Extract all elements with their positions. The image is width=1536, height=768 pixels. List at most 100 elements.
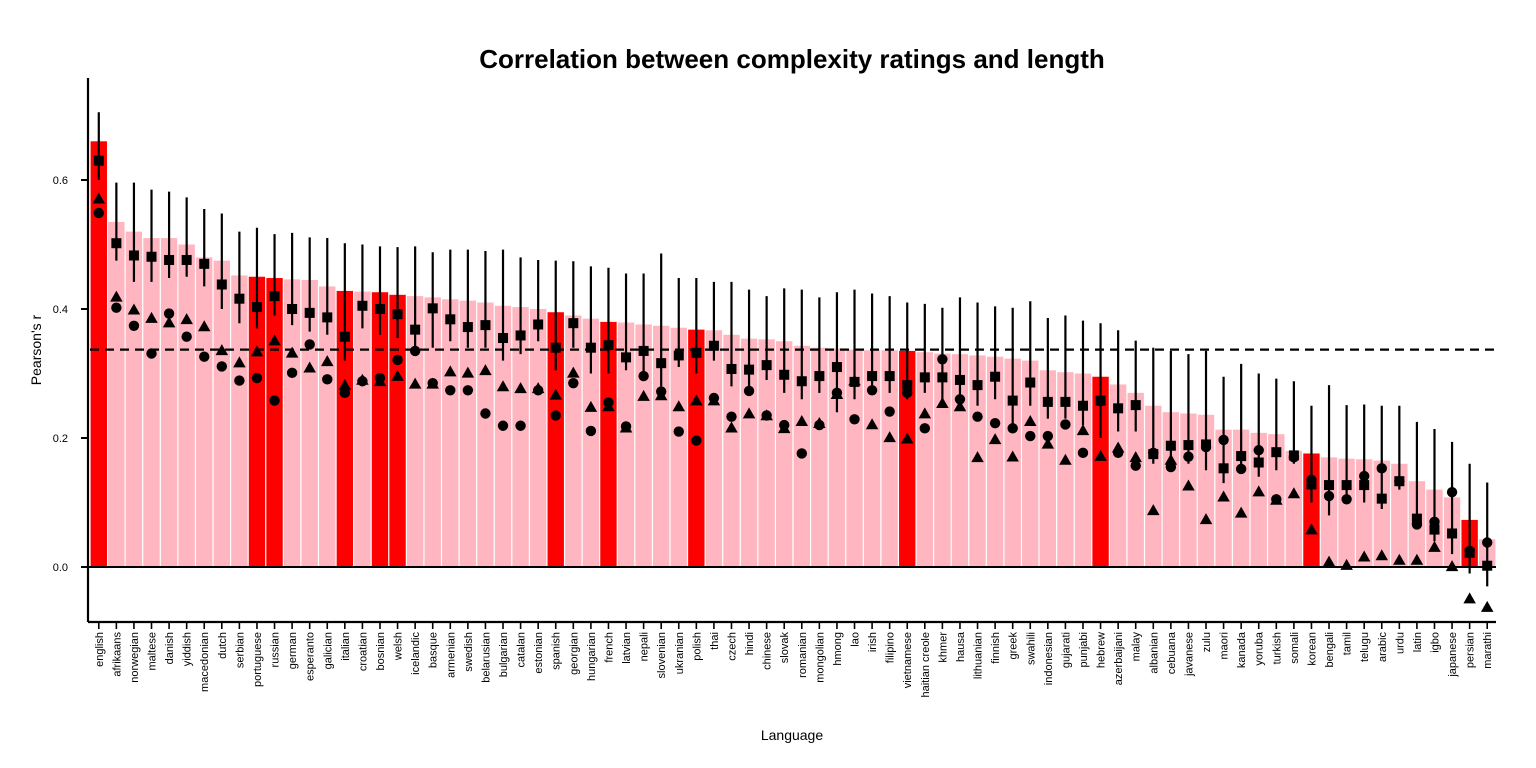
x-tick-label: icelandic [410, 632, 422, 675]
square-marker [111, 238, 122, 249]
square-marker [972, 380, 983, 391]
bar-somali [1285, 450, 1303, 567]
square-marker [568, 318, 579, 329]
bar-yiddish [178, 244, 195, 567]
bar-georgian [565, 315, 582, 567]
triangle-marker [1357, 550, 1371, 562]
circle-marker [1323, 490, 1335, 502]
bar-ukranian [670, 327, 687, 567]
bar-haitian-creole [916, 352, 934, 567]
triangle-marker [1270, 493, 1283, 505]
circle-marker [866, 385, 878, 396]
square-marker [726, 363, 737, 374]
bar-chinese [758, 339, 775, 567]
x-tick-label: lithuanian [973, 632, 985, 679]
triangle-marker [725, 421, 738, 433]
x-tick-label: turkish [1271, 632, 1283, 664]
bar-slovak [776, 341, 793, 567]
triangle-marker [865, 418, 879, 430]
circle-marker [128, 320, 140, 331]
x-tick-label: slovenian [656, 632, 668, 678]
circle-marker [1411, 519, 1423, 530]
square-marker [1183, 440, 1194, 451]
x-tick-label: igbo [1429, 632, 1441, 653]
bar-macedonian [196, 257, 213, 567]
square-marker [796, 376, 807, 387]
x-tick-label: irish [867, 632, 879, 652]
x-tick-label: norwegian [129, 632, 141, 683]
circle-marker [286, 367, 298, 379]
x-tick-label: latin [1412, 632, 1424, 652]
triangle-marker [1445, 560, 1459, 572]
x-tick-label: romanian [797, 632, 809, 678]
x-tick-label: khmer [937, 632, 949, 663]
square-marker [884, 371, 895, 382]
x-tick-label: georgian [568, 632, 580, 675]
circle-marker [339, 387, 351, 399]
circle-marker [1429, 516, 1440, 528]
bar-armenian [442, 299, 459, 567]
circle-marker [849, 414, 860, 425]
square-marker [831, 362, 842, 373]
bar-esperanto [301, 279, 318, 567]
square-marker [146, 251, 157, 262]
circle-marker [392, 354, 403, 366]
bar-hausa [951, 354, 969, 567]
x-tick-label: catalan [516, 632, 528, 667]
square-marker [445, 314, 456, 325]
bar-bulgarian [494, 305, 512, 567]
circle-marker [111, 302, 122, 313]
circle-marker [1253, 445, 1264, 456]
chart-title: Correlation between complexity ratings a… [479, 44, 1105, 74]
square-marker [357, 300, 368, 311]
triangle-marker [830, 387, 844, 399]
triangle-marker [110, 290, 123, 302]
square-marker [902, 380, 913, 391]
triangle-marker [1094, 449, 1107, 461]
bar-vietnamese [899, 350, 916, 567]
circle-marker [1095, 396, 1106, 407]
triangle-marker [971, 451, 984, 463]
square-marker [937, 372, 948, 383]
circle-marker [743, 385, 755, 397]
bar-filipino [881, 350, 898, 567]
bar-albanian [1145, 405, 1162, 567]
x-tick-label: lao [850, 632, 862, 647]
triangle-marker [1182, 479, 1195, 491]
square-marker [304, 307, 315, 318]
triangle-marker [250, 345, 264, 357]
x-tick-label: mongolian [814, 632, 826, 683]
x-tick-label: greek [1008, 632, 1020, 660]
square-marker [638, 345, 649, 356]
triangle-marker [1234, 506, 1248, 518]
circle-marker [691, 435, 702, 446]
x-tick-label: german [287, 632, 299, 669]
x-tick-label: tamil [1342, 632, 1354, 655]
square-marker [585, 342, 596, 353]
y-tick-label: 0.6 [53, 175, 68, 187]
x-tick-label: filipino [885, 632, 897, 663]
triangle-marker [373, 375, 387, 387]
circle-marker [93, 207, 104, 219]
circle-marker [1288, 452, 1300, 463]
triangle-marker [1024, 415, 1037, 427]
square-marker [410, 324, 421, 335]
x-tick-label: japanese [1447, 632, 1459, 678]
triangle-marker [1410, 553, 1424, 565]
x-tick-label: esperanto [305, 632, 317, 681]
x-tick-label: haitian creole [920, 632, 932, 697]
bar-estonian [529, 309, 547, 567]
bar-thai [705, 330, 723, 567]
square-marker [779, 369, 790, 380]
x-tick-label: javanese [1183, 632, 1195, 677]
triangle-marker [1147, 504, 1160, 516]
circle-marker [515, 420, 526, 431]
circle-marker [216, 361, 228, 372]
triangle-marker [356, 373, 369, 385]
triangle-marker [760, 409, 773, 421]
triangle-marker [1059, 453, 1072, 465]
square-marker [1042, 396, 1053, 407]
x-tick-label: urdu [1394, 632, 1406, 654]
triangle-marker [742, 407, 756, 419]
